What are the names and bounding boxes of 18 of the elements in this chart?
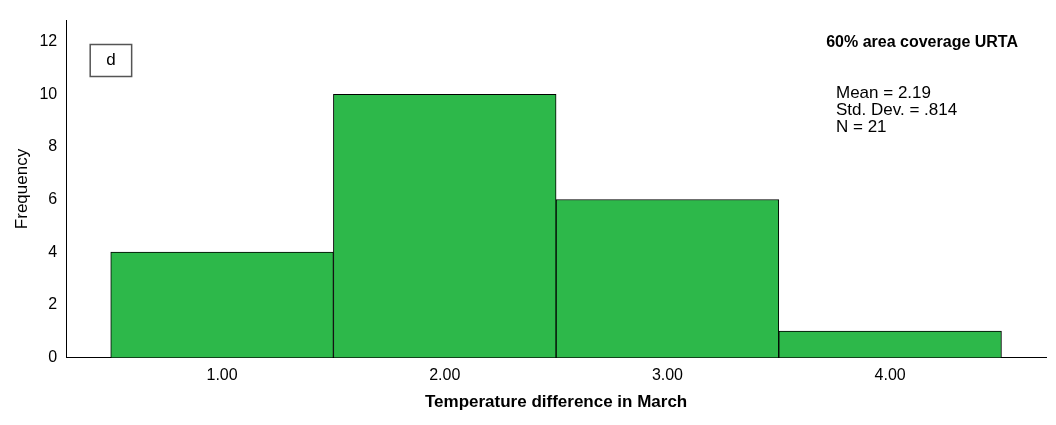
- y-axis-title: Frequency: [11, 148, 31, 230]
- annotation: d: [106, 49, 116, 69]
- x-tick-label: 2.00: [429, 366, 461, 384]
- y-tick-label: 4: [48, 242, 58, 260]
- y-tick-label: 2: [48, 295, 58, 313]
- x-axis-title: Temperature difference in March: [424, 392, 688, 412]
- annotation: Std. Dev. = .814: [836, 99, 958, 119]
- annotation: N = 21: [836, 116, 887, 136]
- y-tick-label: 10: [39, 84, 58, 102]
- annotation: Mean = 2.19: [836, 82, 931, 102]
- y-tick-label: 8: [48, 137, 58, 155]
- y-tick-label: 0: [48, 347, 58, 365]
- x-tick-label: 3.00: [651, 366, 684, 384]
- y-tick-label: 12: [39, 32, 58, 50]
- x-tick-label: 4.00: [874, 366, 906, 384]
- y-tick-label: 6: [48, 189, 58, 207]
- x-tick-label: 1.00: [206, 366, 238, 384]
- text: 60% area coverage URTA: [826, 33, 1019, 51]
